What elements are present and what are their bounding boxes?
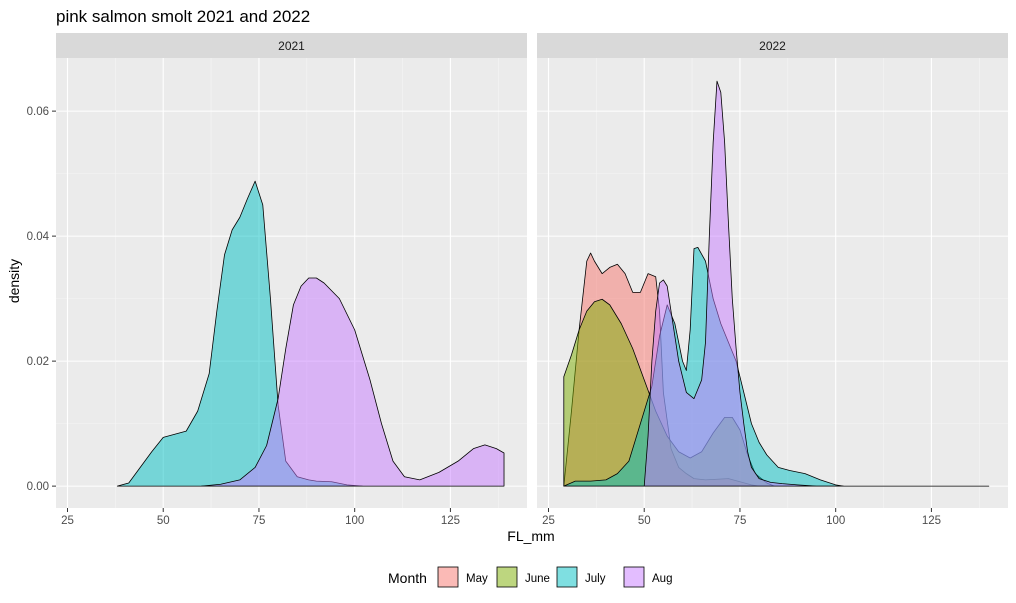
y-tick-label: 0.00 [27,481,49,493]
density-area-aug [201,277,505,487]
x-tick-label: 50 [638,515,651,527]
panel-strip [537,33,1008,58]
panels-layer: 2021 25 50 75 100 125 0.00 0.02 0.04 0.06 2022 25 50… [27,33,1008,527]
x-tick-label: 125 [441,515,460,527]
y-axis-title: density [6,259,22,303]
panel-strip [56,33,527,58]
legend-entry-may: May [437,566,488,588]
x-tick-label: 75 [253,515,266,527]
panel-2022: 2022 25 50 75 100 125 [537,33,1008,527]
panel-strip-label: 2022 [759,39,786,53]
legend-label-june: June [525,573,550,585]
legend-label-aug: Aug [652,573,672,585]
legend-key-may [437,566,459,588]
legend: Month May June July Aug [388,566,672,588]
legend-label-may: May [466,573,488,585]
y-axis: 0.00 0.02 0.04 0.06 [27,106,56,493]
x-tick-label: 25 [542,515,555,527]
x-axis: 25 50 75 100 125 [542,508,941,527]
legend-entry-july: July [556,566,606,588]
legend-key-july [556,566,578,588]
legend-label-july: July [585,573,606,585]
panel-strip-label: 2021 [278,39,305,53]
x-axis: 25 50 75 100 125 [61,508,460,527]
y-tick-label: 0.04 [27,231,50,243]
x-tick-label: 75 [734,515,747,527]
x-axis-title: FL_mm [507,528,554,544]
x-tick-label: 100 [826,515,845,527]
x-tick-label: 50 [157,515,170,527]
legend-title: Month [388,570,427,586]
chart-title: pink salmon smolt 2021 and 2022 [56,7,310,26]
legend-key-june [496,566,518,588]
panel-2021: 2021 25 50 75 100 125 0.00 0.02 0.04 0.06 [27,33,527,527]
x-tick-label: 125 [922,515,941,527]
legend-entry-aug: Aug [623,566,672,588]
y-tick-label: 0.02 [27,356,49,368]
x-tick-label: 25 [61,515,74,527]
density-area-aug [643,80,990,487]
legend-entry-june: June [496,566,550,588]
y-tick-label: 0.06 [27,106,49,118]
x-tick-label: 100 [345,515,364,527]
legend-key-aug [623,566,645,588]
